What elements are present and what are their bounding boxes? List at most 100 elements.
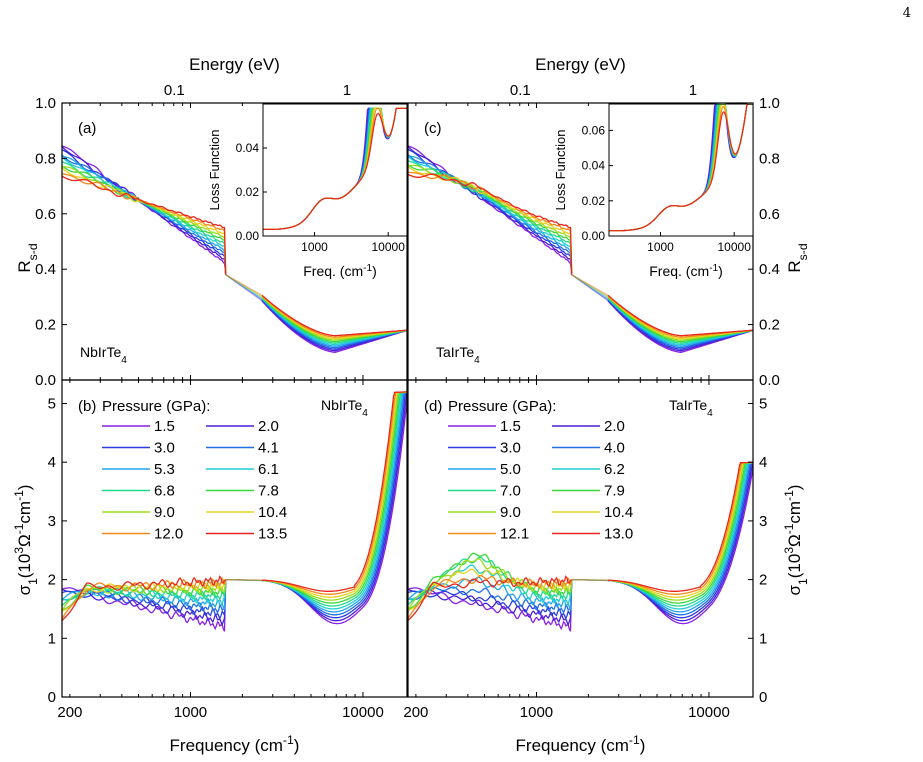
series-gap-b-1 [225, 578, 263, 582]
series-line-d-10-seg0 [407, 568, 573, 612]
series-gap-b-8 [225, 578, 263, 582]
series-line-d-3-seg0 [407, 579, 573, 621]
y-tick-label-d: 4 [759, 454, 767, 471]
y-axis-title-b: σ1(103Ω-1cm-1) [12, 485, 40, 596]
top-axis-tick-label-c: 1 [689, 82, 697, 99]
y-axis-title-d: σ1(103Ω-1cm-1) [782, 485, 810, 596]
inset-line-c-12 [609, 103, 753, 232]
series-line-b-7-seg0 [61, 579, 227, 606]
top-axis-tick-label-c: 0.1 [510, 82, 531, 99]
series-gap-c-6 [571, 274, 609, 299]
legend-label-b-1: 1.5 [154, 418, 175, 435]
series-gap-d-8 [571, 578, 609, 582]
series-gap-b-10 [225, 578, 263, 581]
sample-label-b: NbIrTe4 [321, 397, 368, 419]
series-gap-a-10 [225, 274, 263, 297]
series-gap-c-9 [571, 274, 609, 298]
series-gap-d-12 [571, 578, 609, 581]
inset-y-tick-label-a: 0.04 [236, 141, 260, 155]
series-gap-d-3 [571, 578, 609, 582]
series-line-b-12-seg1 [261, 391, 407, 592]
legend-label-d-1: 1.5 [500, 418, 521, 435]
inset-line-a-12 [263, 107, 407, 230]
series-gap-d-10 [571, 578, 609, 581]
panel-label-c: (c) [424, 120, 442, 137]
y-tick-label-b: 3 [48, 513, 56, 530]
legend-label-b-8: 7.8 [258, 483, 279, 500]
y-tick-label-c: 0.0 [759, 372, 780, 389]
series-gap-c-12 [571, 274, 609, 296]
legend-label-d-8: 7.9 [604, 483, 625, 500]
inset-y-tick-label-c: 0.04 [582, 159, 606, 173]
series-gap-b-4 [225, 578, 263, 582]
series-line-d-12-seg1 [607, 461, 754, 592]
inset-x-tick-label-c: 1000 [647, 240, 674, 254]
series-line-b-12-seg0 [61, 575, 227, 622]
series-gap-a-5 [225, 274, 263, 300]
legend-label-b-4: 4.1 [258, 440, 279, 457]
x-tick-label-b: 10000 [342, 704, 384, 721]
series-gap-c-10 [571, 274, 609, 297]
y-tick-label-d: 5 [759, 395, 767, 412]
panel-frame-b [61, 379, 408, 698]
top-axis-title-a: Energy (eV) [189, 55, 280, 74]
x-tick-label-b: 1000 [174, 704, 207, 721]
inset-y-tick-label-a: 0.02 [236, 185, 260, 199]
series-line-a-5-seg0 [61, 155, 227, 275]
series-line-a-9-seg0 [62, 166, 227, 275]
y-tick-label-a: 0.4 [35, 261, 56, 278]
series-gap-a-8 [225, 274, 263, 298]
y-tick-label-a: 0.2 [35, 317, 56, 334]
series-line-a-12-seg1 [261, 294, 408, 337]
inset-x-tick-label-a: 1000 [301, 240, 328, 254]
top-axis-tick-label-a: 1 [343, 82, 351, 99]
inset-y-title-a: Loss Function [207, 130, 222, 211]
series-gap-b-6 [225, 578, 263, 582]
legend-label-d-9: 9.0 [500, 504, 521, 521]
series-gap-d-4 [571, 578, 609, 582]
series-gap-c-11 [571, 274, 609, 297]
legend-title-d: Pressure (GPa): [448, 398, 556, 415]
y-tick-label-c: 0.8 [759, 150, 780, 167]
x-tick-label-d: 1000 [520, 704, 553, 721]
legend-label-d-3: 3.0 [500, 440, 521, 457]
series-gap-a-2 [225, 274, 263, 301]
inset-x-title-a: Freq. (cm-1) [303, 263, 377, 280]
legend-label-b-3: 3.0 [154, 440, 175, 457]
panel-label-d: (d) [424, 398, 442, 415]
series-gap-d-5 [571, 578, 609, 582]
series-gap-b-2 [225, 578, 263, 582]
y-tick-label-c: 0.4 [759, 261, 780, 278]
series-line-c-12-seg0 [407, 173, 573, 275]
y-tick-label-d: 2 [759, 572, 767, 589]
y-tick-label-b: 2 [48, 572, 56, 589]
series-gap-a-3 [225, 274, 263, 301]
series-gap-d-6 [571, 578, 609, 582]
legend-label-d-12: 13.0 [604, 526, 633, 543]
sample-label-a: NbIrTe4 [80, 344, 127, 366]
top-axis-title-c: Energy (eV) [535, 55, 626, 74]
x-tick-label-b: 200 [57, 704, 82, 721]
y-tick-label-a: 1.0 [35, 95, 56, 112]
series-line-d-11-seg1 [607, 461, 753, 595]
x-tick-label-d: 10000 [688, 704, 730, 721]
legend-label-d-5: 5.0 [500, 461, 521, 478]
legend-label-b-7: 6.8 [154, 483, 175, 500]
series-gap-d-9 [571, 578, 609, 582]
series-gap-d-11 [571, 578, 609, 581]
legend-label-b-5: 5.3 [154, 461, 175, 478]
legend-label-d-7: 7.0 [500, 483, 521, 500]
x-tick-label-d: 200 [403, 704, 428, 721]
y-tick-label-a: 0.0 [35, 372, 56, 389]
series-gap-b-7 [225, 578, 263, 582]
sample-label-c: TaIrTe4 [436, 344, 480, 366]
legend-label-b-11: 12.0 [154, 526, 183, 543]
y-axis-title-c: Rs-d [785, 243, 810, 272]
series-gap-d-1 [571, 578, 609, 582]
legend-label-b-10: 10.4 [258, 504, 287, 521]
series-line-c-4-seg0 [407, 154, 573, 275]
inset-bg-a [263, 104, 407, 236]
legend-title-b: Pressure (GPa): [102, 398, 210, 415]
panel-label-a: (a) [78, 120, 96, 137]
